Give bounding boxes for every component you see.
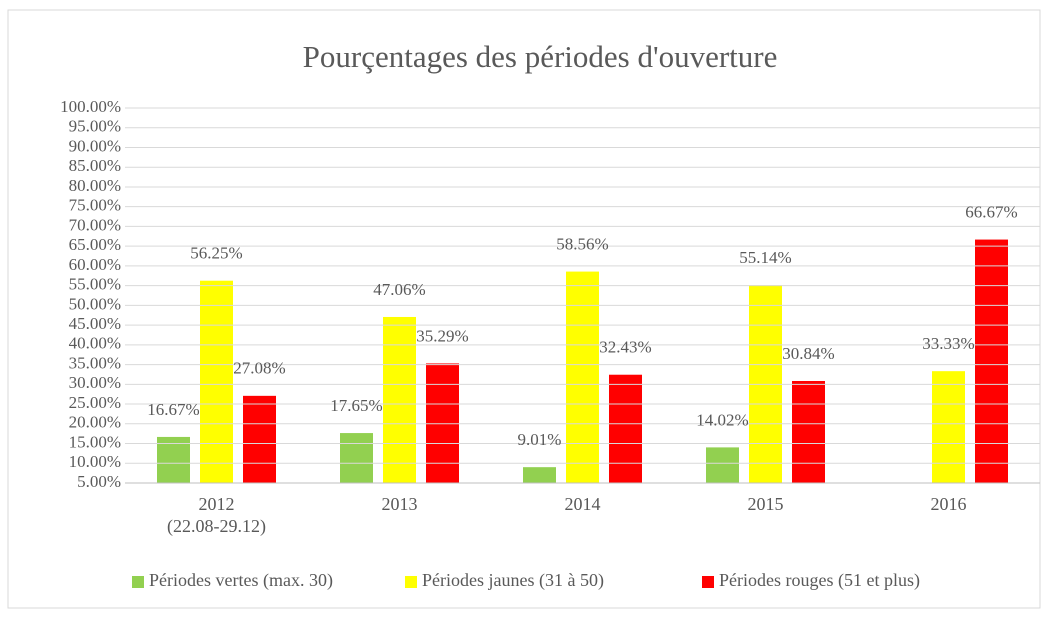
y-tick-label: 20.00% [69,413,121,432]
chart-border [7,9,1041,609]
y-tick-label: 95.00% [69,117,121,136]
chart-title: Pourçentages des périodes d'ouverture [303,39,778,74]
bar [157,436,190,483]
bar [706,447,739,483]
bar [975,239,1008,483]
legend-swatch [405,576,417,588]
data-label: 17.65% [330,396,382,415]
y-tick-label: 85.00% [69,156,121,175]
bar [523,467,556,483]
bar [932,371,965,483]
y-tick-label: 80.00% [69,176,121,195]
x-tick-label: 2016 [930,494,967,514]
data-label: 9.01% [518,430,562,449]
data-label: 32.43% [599,338,651,357]
data-label: 14.02% [696,410,748,429]
y-tick-label: 35.00% [69,353,121,372]
y-tick-label: 70.00% [69,215,121,234]
data-label: 56.25% [190,244,242,263]
bar [792,381,825,483]
x-tick-label: 2014 [564,494,601,514]
data-label: 55.14% [739,248,791,267]
y-tick-label: 65.00% [69,235,121,254]
data-label: 33.33% [922,334,974,353]
y-tick-label: 10.00% [69,452,121,471]
y-tick-label: 100.00% [60,97,121,116]
legend-label: Périodes jaunes (31 à 50) [422,570,604,591]
x-tick-label: 2012 (22.08-29.12) [167,494,266,536]
y-tick-label: 50.00% [69,294,121,313]
data-label: 16.67% [147,400,199,419]
bar [383,316,416,483]
data-label: 27.08% [233,359,285,378]
bar [340,433,373,483]
data-label: 58.56% [556,234,608,253]
data-label: 66.67% [965,202,1017,221]
y-tick-label: 15.00% [69,432,121,451]
legend-label: Périodes rouges (51 et plus) [719,570,920,591]
y-tick-label: 40.00% [69,334,121,353]
y-tick-label: 90.00% [69,136,121,155]
y-tick-label: 75.00% [69,196,121,215]
data-label: 47.06% [373,280,425,299]
data-label: 30.84% [782,344,834,363]
y-tick-label: 45.00% [69,314,121,333]
legend-label: Périodes vertes (max. 30) [149,570,333,591]
legend-swatch [132,576,144,588]
y-tick-label: 60.00% [69,255,121,274]
bar [200,280,233,483]
data-label: 35.29% [416,326,468,345]
y-tick-label: 5.00% [77,472,121,491]
y-tick-label: 25.00% [69,393,121,412]
bar [243,395,276,483]
bar [609,374,642,483]
x-tick-label: 2015 [747,494,784,514]
x-tick-label: 2013 [381,494,418,514]
bar [426,363,459,483]
bar [566,271,599,483]
y-tick-label: 30.00% [69,373,121,392]
y-tick-label: 55.00% [69,275,121,294]
legend-swatch [702,576,714,588]
